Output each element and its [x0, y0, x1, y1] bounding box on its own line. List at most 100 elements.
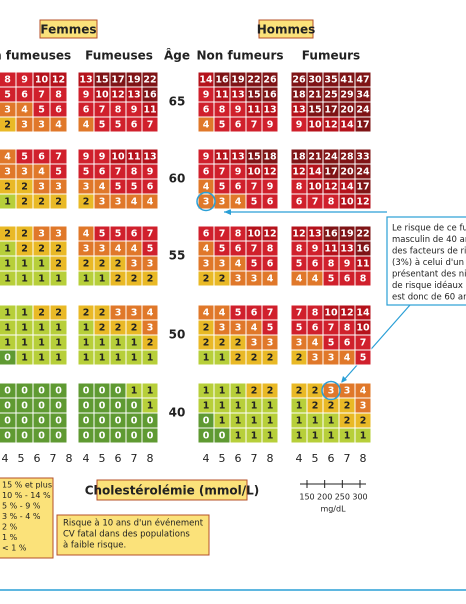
risk-value: 4 — [115, 244, 122, 255]
risk-value: 0 — [38, 401, 45, 412]
risk-value: 3 — [115, 308, 122, 319]
risk-value: 13 — [231, 152, 244, 163]
risk-value: 33 — [356, 152, 369, 163]
risk-value: 18 — [292, 152, 306, 163]
risk-value: 10 — [324, 308, 338, 319]
risk-value: 0 — [4, 386, 11, 397]
risk-value: 6 — [235, 182, 242, 193]
cholesterol-label: Cholestérolémie (mmol/L) — [85, 484, 260, 498]
risk-value: 6 — [296, 197, 303, 208]
risk-value: 2 — [147, 338, 154, 349]
highlight — [196, 191, 216, 212]
men-label: Hommes — [257, 23, 316, 37]
risk-value: 2 — [38, 308, 45, 319]
risk-value: 3 — [147, 323, 154, 334]
risk-value: 7 — [251, 120, 258, 131]
risk-value: 9 — [131, 105, 138, 116]
risk-value: 47 — [356, 75, 369, 86]
risk-value: 9 — [267, 182, 274, 193]
cholesterol-tick: 4 — [2, 452, 9, 465]
risk-value: 5 — [235, 308, 242, 319]
risk-value: 1 — [203, 353, 210, 364]
risk-value: 1 — [296, 416, 303, 427]
risk-value: 0 — [219, 431, 226, 442]
risk-value: 1 — [267, 431, 274, 442]
risk-value: 1 — [235, 401, 242, 412]
risk-value: 3 — [4, 167, 11, 178]
risk-value: 11 — [127, 152, 140, 163]
risk-value: 3 — [147, 259, 154, 270]
risk-value: 12 — [292, 167, 305, 178]
risk-value: 4 — [251, 323, 258, 334]
risk-value: 7 — [99, 105, 106, 116]
risk-value: 4 — [147, 197, 154, 208]
risk-value: 6 — [312, 323, 319, 334]
risk-value: 3 — [328, 386, 335, 397]
risk-cell — [354, 349, 372, 366]
risk-value: 7 — [219, 229, 226, 240]
risk-value: 14 — [340, 120, 354, 131]
risk-value: 16 — [324, 229, 338, 240]
risk-value: 13 — [263, 105, 276, 116]
age-label: 60 — [169, 172, 186, 186]
arrow-head — [341, 376, 347, 383]
risk-value: 1 — [55, 274, 62, 285]
risk-value: 6 — [131, 229, 138, 240]
risk-value: 3 — [267, 338, 274, 349]
risk-value: 24 — [324, 152, 338, 163]
risk-value: 1 — [267, 401, 274, 412]
risk-value: 0 — [83, 431, 90, 442]
risk-value: 4 — [235, 259, 242, 270]
risk-value: 1 — [21, 308, 28, 319]
risk-value: 19 — [231, 75, 244, 86]
risk-value: 2 — [203, 274, 210, 285]
risk-value: 1 — [115, 338, 122, 349]
risk-value: 2 — [296, 386, 303, 397]
risk-value: 1 — [235, 416, 242, 427]
risk-value: 0 — [203, 416, 210, 427]
risk-value: 29 — [340, 90, 353, 101]
risk-value: 9 — [21, 75, 28, 86]
risk-value: 12 — [52, 75, 65, 86]
arrow — [342, 304, 411, 382]
risk-value: 4 — [55, 120, 62, 131]
risk-value: 6 — [83, 105, 90, 116]
column-header: Fumeuses — [85, 49, 153, 63]
risk-value: 3 — [38, 229, 45, 240]
risk-value: 21 — [308, 90, 321, 101]
risk-value: 0 — [131, 401, 138, 412]
risk-value: 8 — [328, 259, 335, 270]
risk-value: 15 — [247, 152, 260, 163]
risk-value: 2 — [115, 323, 122, 334]
risk-value: 3 — [360, 401, 367, 412]
risk-value: 14 — [356, 308, 370, 319]
risk-value: 11 — [143, 105, 156, 116]
cholesterol-tick: 6 — [34, 452, 41, 465]
risk-cell — [49, 270, 68, 287]
risk-value: 1 — [55, 323, 62, 334]
risk-value: 3 — [131, 259, 138, 270]
risk-value: 0 — [99, 401, 106, 412]
risk-value: 7 — [219, 167, 226, 178]
risk-value: 14 — [199, 75, 213, 86]
risk-cell — [354, 116, 372, 133]
risk-cell — [141, 270, 159, 287]
risk-value: 1 — [38, 338, 45, 349]
risk-value: 9 — [267, 120, 274, 131]
risk-value: 7 — [360, 338, 367, 349]
risk-value: 5 — [115, 120, 122, 131]
risk-value: 13 — [292, 105, 305, 116]
risk-value: 2 — [99, 259, 106, 270]
risk-value: 22 — [356, 229, 369, 240]
risk-value: 1 — [4, 338, 11, 349]
risk-value: 0 — [115, 416, 122, 427]
risk-value: 0 — [21, 386, 28, 397]
risk-value: 1 — [344, 431, 351, 442]
risk-value: 5 — [83, 167, 90, 178]
risk-value: 5 — [131, 182, 138, 193]
risk-value: 9 — [296, 120, 303, 131]
risk-value: 2 — [83, 259, 90, 270]
risk-value: 1 — [21, 259, 28, 270]
risk-value: 1 — [219, 353, 226, 364]
risk-value: 9 — [235, 105, 242, 116]
